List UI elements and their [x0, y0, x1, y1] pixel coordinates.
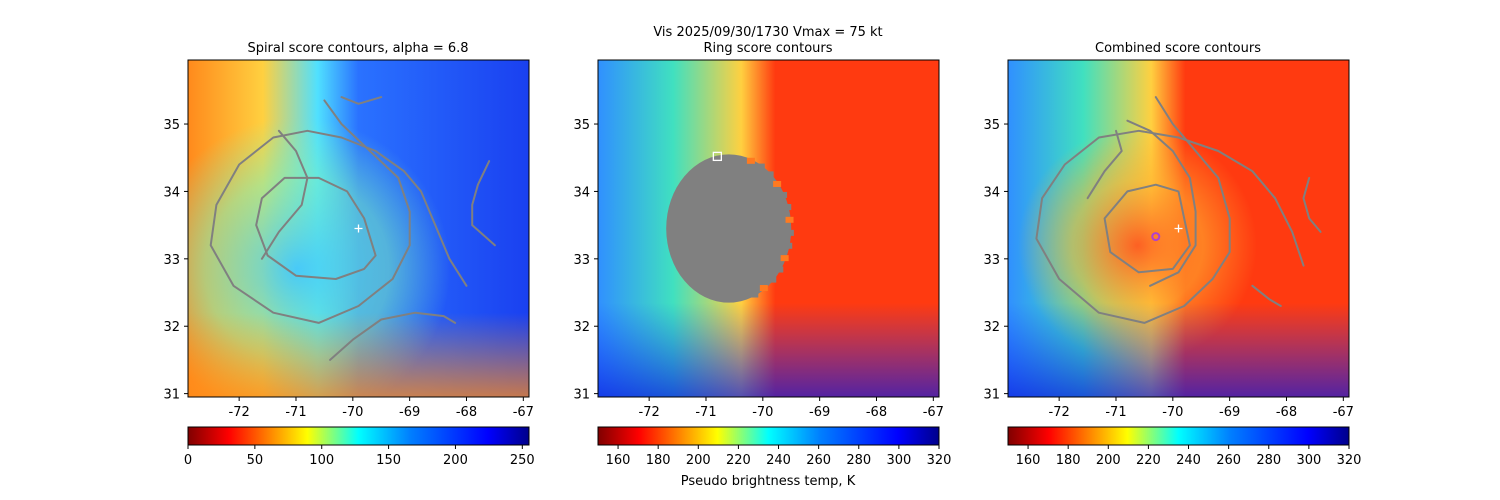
- colorbar-tick-label: 200: [686, 453, 711, 468]
- y-tick-label: 34: [163, 185, 180, 200]
- ring-mask-fragment: [757, 164, 765, 170]
- y-tick-label: 33: [983, 253, 1000, 268]
- y-tick-label: 33: [163, 253, 180, 268]
- ring-mask-fragment: [747, 158, 755, 164]
- x-tick-label: -71: [1105, 405, 1126, 420]
- y-tick-label: 31: [163, 388, 180, 403]
- ring-mask-fragment: [783, 204, 791, 210]
- x-tick-label: -68: [1276, 405, 1297, 420]
- x-tick-label: -71: [695, 405, 716, 420]
- colorbar-tick-label: 240: [766, 453, 791, 468]
- x-tick-label: -69: [1219, 405, 1240, 420]
- ring-mask-fragment: [766, 171, 774, 177]
- ring-mask-fragment: [750, 292, 758, 298]
- colorbar-tick-label: 180: [1056, 453, 1081, 468]
- colorbar-tick-label: 280: [846, 453, 871, 468]
- colorbar-tick-label: 320: [1337, 453, 1362, 468]
- x-tick-label: -69: [809, 405, 830, 420]
- x-tick-label: -69: [399, 405, 420, 420]
- x-tick-label: -72: [1049, 405, 1070, 420]
- x-tick-label: -70: [1162, 405, 1183, 420]
- colorbar-tick-label: 260: [806, 453, 831, 468]
- y-tick-label: 34: [983, 185, 1000, 200]
- combined-panel: Combined score contours -72 -71 -70 -69 -68 -…: [983, 41, 1361, 468]
- x-tick-label: -68: [866, 405, 887, 420]
- y-tick-label: 31: [983, 388, 1000, 403]
- colorbar-tick-label: 250: [510, 453, 535, 468]
- ring-mask-fragment: [773, 181, 781, 187]
- colorbar-tick-label: 280: [1256, 453, 1281, 468]
- suptitle-line-2: Ring score contours: [703, 41, 832, 56]
- ring-mask-fragment: [781, 255, 789, 261]
- colorbar-tick-label: 240: [1176, 453, 1201, 468]
- colorbar-tick-label: 300: [1296, 453, 1321, 468]
- suptitle-line-1: Vis 2025/09/30/1730 Vmax = 75 kt: [653, 25, 882, 40]
- colorbar-tick-label: 220: [726, 453, 751, 468]
- y-tick-label: 32: [983, 320, 1000, 335]
- colorbar-tick-label: 160: [606, 453, 631, 468]
- ring-mask-fragment: [779, 192, 787, 198]
- ring-panel: -72 -71 -70 -69 -68 -67 31 32 33 34 35 160 180 200 2…: [573, 60, 951, 489]
- y-tick-label: 31: [573, 388, 590, 403]
- x-tick-label: -67: [513, 405, 534, 420]
- x-tick-label: -70: [342, 405, 363, 420]
- y-tick-label: 35: [573, 118, 590, 133]
- x-tick-label: -72: [639, 405, 660, 420]
- y-tick-label: 35: [163, 118, 180, 133]
- ring-mask-fragment: [786, 230, 794, 236]
- x-tick-label: -71: [285, 405, 306, 420]
- colorbar-tick-label: 260: [1216, 453, 1241, 468]
- figure: Vis 2025/09/30/1730 Vmax = 75 kt Ring sc…: [0, 0, 1500, 500]
- colorbar: [1008, 427, 1349, 445]
- y-tick-label: 33: [573, 253, 590, 268]
- colorbar-tick-label: 220: [1136, 453, 1161, 468]
- colorbar-tick-label: 50: [247, 453, 264, 468]
- colorbar-tick-label: 200: [1096, 453, 1121, 468]
- x-tick-label: -68: [456, 405, 477, 420]
- colorbar-tick-label: 200: [443, 453, 468, 468]
- colorbar: [188, 427, 529, 445]
- colorbar-tick-label: 180: [646, 453, 671, 468]
- panel-title: Combined score contours: [1095, 41, 1261, 56]
- ring-mask-fragment: [786, 217, 794, 223]
- x-tick-label: -67: [923, 405, 944, 420]
- y-tick-label: 34: [573, 185, 590, 200]
- colorbar-tick-label: 300: [886, 453, 911, 468]
- colorbar-tick-label: 150: [376, 453, 401, 468]
- y-tick-label: 35: [983, 118, 1000, 133]
- x-tick-label: -72: [229, 405, 250, 420]
- colorbar-tick-label: 0: [184, 453, 192, 468]
- colorbar-tick-label: 160: [1016, 453, 1041, 468]
- panel-title: Spiral score contours, alpha = 6.8: [247, 41, 468, 56]
- colorbar: [598, 427, 939, 445]
- spiral-panel: Spiral score contours, alpha = 6.8 -72 -7…: [163, 41, 534, 468]
- ring-mask-fragment: [775, 267, 783, 273]
- colorbar-tick-label: 320: [927, 453, 952, 468]
- ring-mask-fragment: [768, 277, 776, 283]
- x-tick-label: -70: [752, 405, 773, 420]
- ring-mask-fragment: [760, 285, 768, 291]
- y-tick-label: 32: [573, 320, 590, 335]
- y-tick-label: 32: [163, 320, 180, 335]
- x-tick-label: -67: [1333, 405, 1354, 420]
- ring-mask-fragment: [784, 243, 792, 249]
- colorbar-tick-label: 100: [309, 453, 334, 468]
- colorbar-label: Pseudo brightness temp, K: [681, 474, 856, 489]
